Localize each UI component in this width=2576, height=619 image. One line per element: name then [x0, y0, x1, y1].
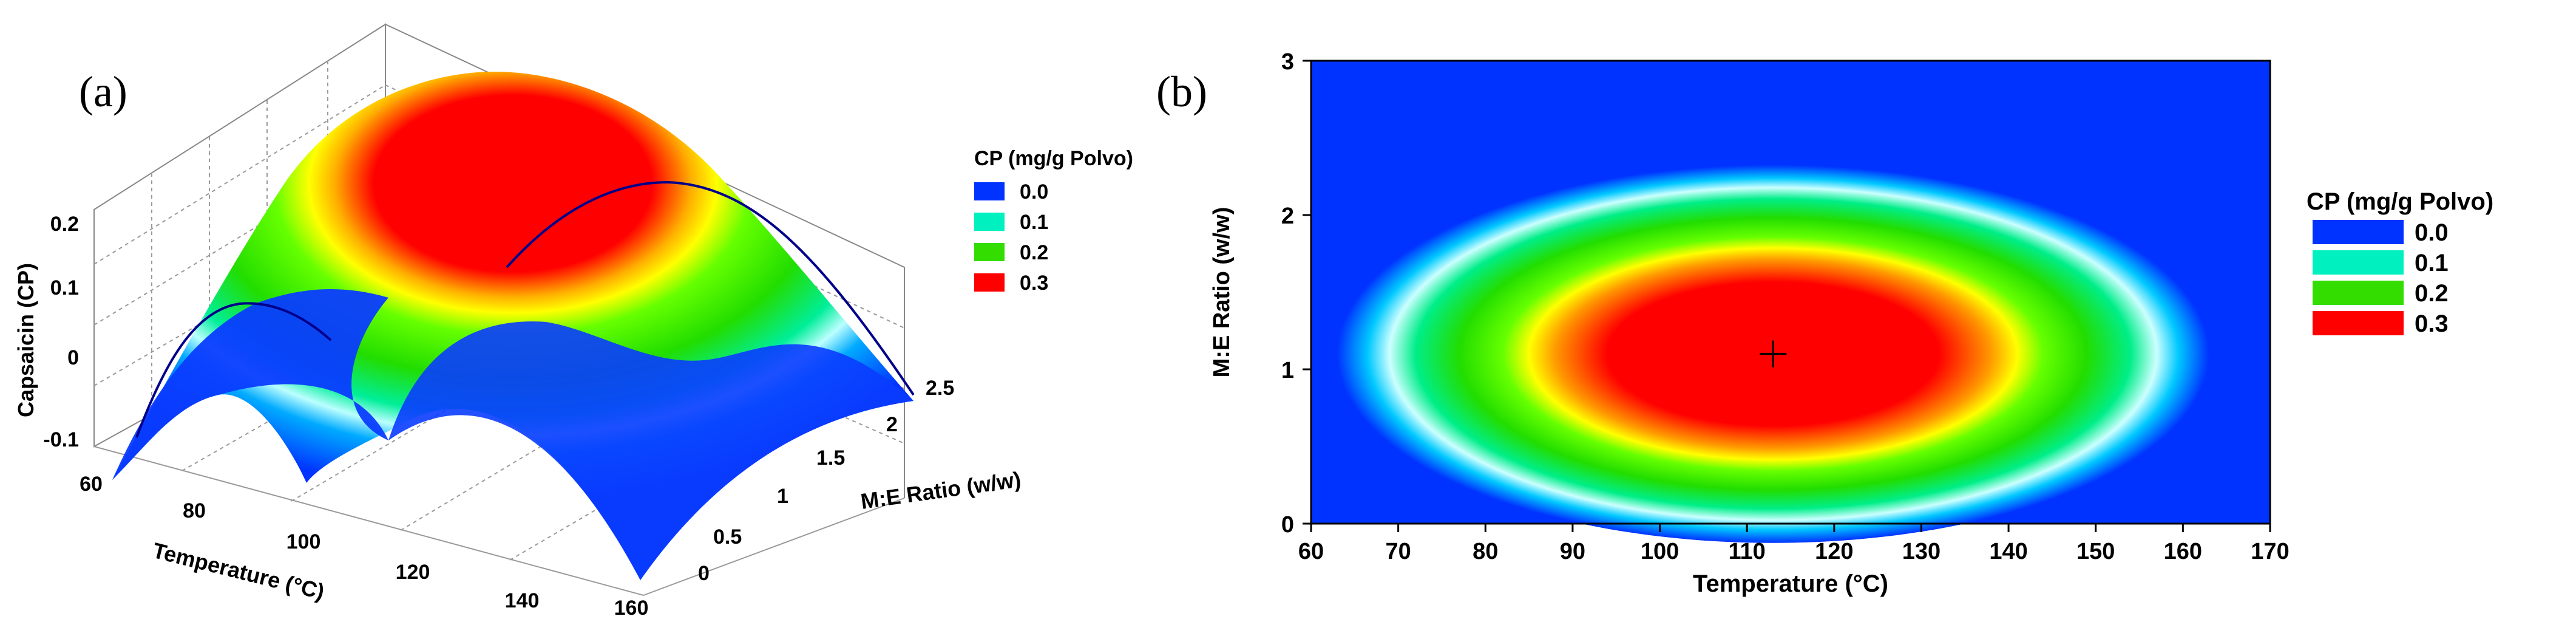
legend-entry-label: 0.3	[2415, 310, 2449, 337]
legend-swatch	[2313, 220, 2404, 244]
x-tick-label: 60	[1298, 539, 1324, 564]
panel-label-b: (b)	[1156, 67, 1207, 116]
y-tick-label: 2	[886, 413, 898, 436]
x-tick-label: 100	[286, 530, 321, 553]
x-axis-ticks: 60 70 80 90 100 110 120 130 140 150 160 170	[1298, 524, 2290, 564]
x-tick-label: 160	[2164, 539, 2202, 564]
y-tick-label: 0.5	[713, 525, 742, 549]
legend-entry-label: 0.2	[1020, 241, 1048, 264]
z-tick-label: 0.2	[50, 213, 79, 236]
x-tick-label: 80	[1473, 539, 1498, 564]
x-tick-label: 80	[183, 499, 206, 522]
y-tick-label: 2	[1281, 203, 1294, 229]
z-axis: 0.2 0.1 0 -0.1 Capsaicin (CP)	[13, 213, 79, 451]
z-tick-label: -0.1	[43, 428, 79, 451]
x-tick-label: 140	[505, 589, 540, 612]
legend-swatch	[2313, 311, 2404, 335]
x-tick-label: 70	[1385, 539, 1411, 564]
legend-entry-label: 0.2	[2415, 280, 2449, 307]
legend-a: CP (mg/g Polvo) 0.0 0.1 0.2 0.3	[974, 147, 1133, 295]
surface-front-lobe-right	[388, 321, 913, 580]
legend-swatch	[974, 213, 1005, 231]
x-tick-label: 130	[1902, 539, 1940, 564]
panel-label-a: (a)	[79, 67, 127, 116]
z-axis-title: Capsaicin (CP)	[13, 263, 38, 417]
y-axis-title: M:E Ratio (w/w)	[859, 467, 1022, 514]
legend-title: CP (mg/g Polvo)	[2307, 188, 2493, 215]
surface-ridge-right	[506, 180, 915, 396]
y-tick-label: 2.5	[926, 377, 954, 400]
y-tick-label: 0	[1281, 512, 1294, 538]
y-tick-label: 1	[777, 485, 788, 508]
legend-entry-label: 0.1	[1020, 211, 1048, 234]
x-tick-label: 170	[2251, 539, 2289, 564]
legend-entry-label: 0.3	[1020, 272, 1048, 295]
legend-title: CP (mg/g Polvo)	[974, 147, 1133, 170]
x-axis-title: Temperature (°C)	[1693, 570, 1888, 597]
y-tick-label: 3	[1281, 49, 1294, 75]
x-tick-label: 120	[396, 561, 430, 584]
x-tick-label: 90	[1560, 539, 1585, 564]
x-tick-label: 120	[1815, 539, 1853, 564]
response-surface-panel: 0.2 0.1 0 -0.1 Capsaicin (CP) 60 80 100 …	[13, 23, 1133, 619]
y-tick-label: 1	[1281, 358, 1294, 383]
x-tick-label: 60	[80, 473, 103, 496]
y-tick-label: 1.5	[816, 446, 845, 470]
x-tick-label: 150	[2076, 539, 2115, 564]
y-tick-label: 0	[698, 562, 710, 585]
legend-swatch	[2313, 281, 2404, 305]
surface-front-lobe-left	[112, 289, 388, 480]
x-tick-label: 160	[614, 597, 649, 619]
z-tick-label: 0	[67, 346, 79, 369]
x-tick-label: 110	[1729, 539, 1766, 564]
legend-swatch	[974, 182, 1005, 200]
legend-b: CP (mg/g Polvo) 0.0 0.1 0.2 0.3	[2307, 188, 2493, 337]
legend-entry-label: 0.0	[1020, 180, 1048, 203]
legend-swatch	[2313, 250, 2404, 275]
legend-swatch	[974, 243, 1005, 261]
y-axis-title: M:E Ratio (w/w)	[1209, 207, 1235, 378]
z-tick-label: 0.1	[50, 276, 79, 299]
surface-ridge-left	[135, 302, 332, 438]
x-tick-label: 100	[1641, 539, 1679, 564]
contour-heatmap-panel: (b) 60 70 80 90 100 110 120 130 140 150 160 170 0 1 2…	[1156, 49, 2493, 597]
legend-entry-label: 0.0	[2415, 219, 2449, 246]
legend-swatch	[974, 273, 1005, 292]
y-axis-ticks: 0 1 2 3	[1281, 49, 1311, 538]
x-axis-3d: 60 80 100 120 140 160 Temperature (°C)	[80, 473, 648, 619]
legend-entry-label: 0.1	[2415, 250, 2449, 276]
optimum-marker	[1760, 340, 1787, 368]
plot-frame	[1310, 60, 2271, 525]
x-tick-label: 140	[1989, 539, 2027, 564]
